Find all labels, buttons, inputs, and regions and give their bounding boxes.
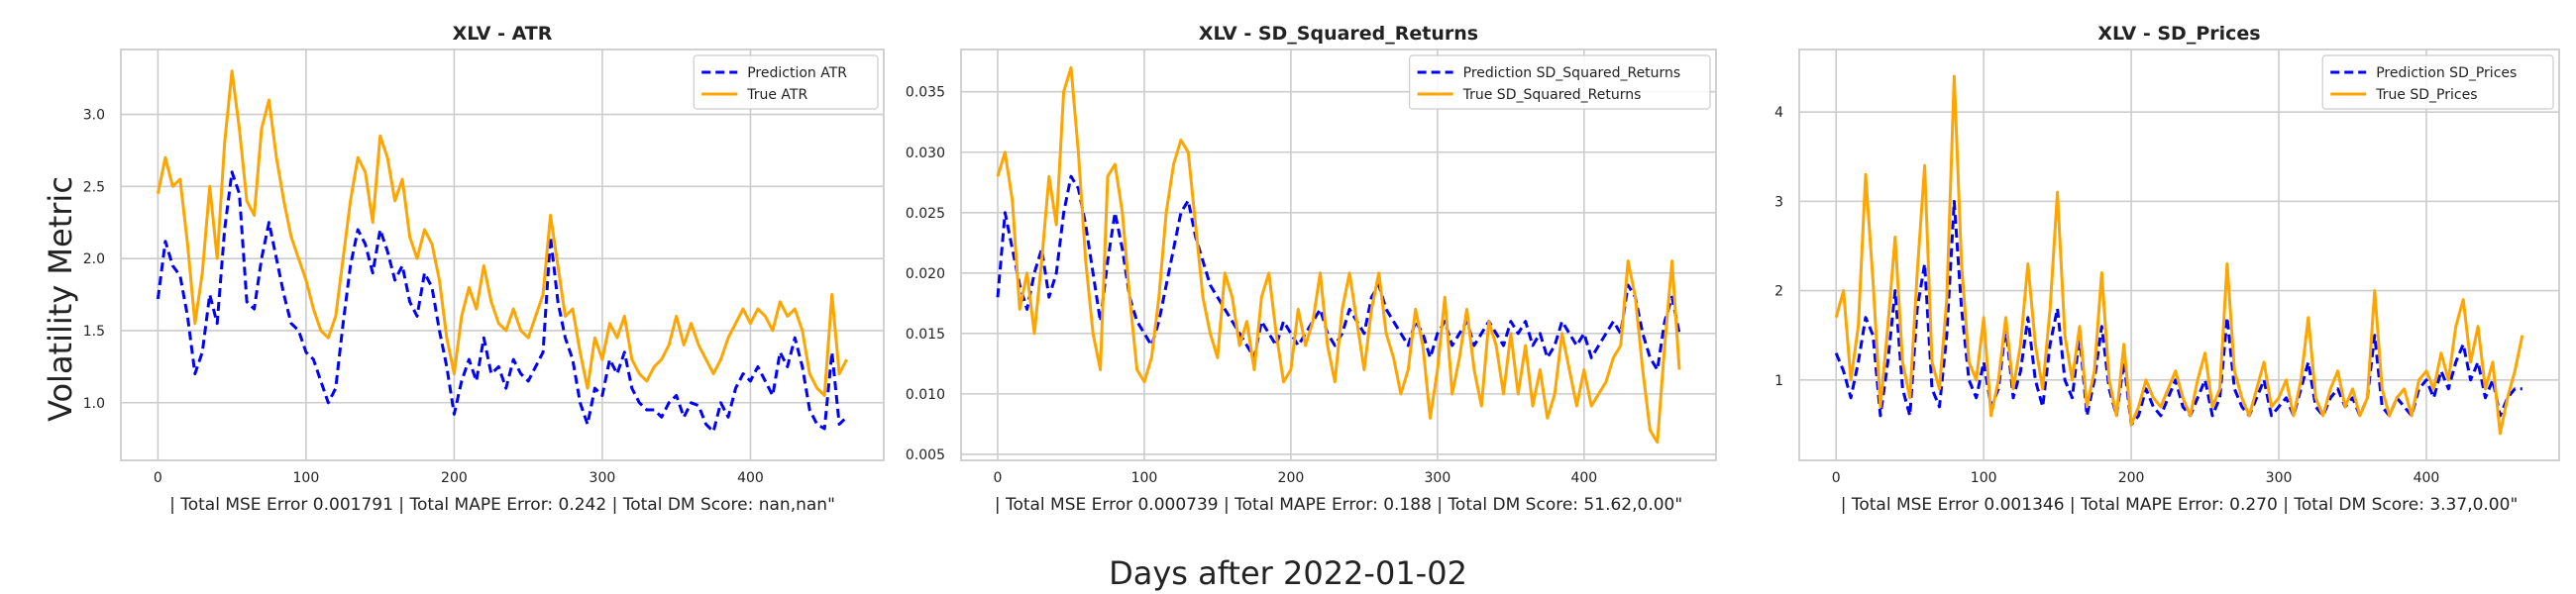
y-tick-label: 2 xyxy=(1774,284,1783,300)
x-tick-label: 300 xyxy=(1425,470,1451,486)
y-tick-label: 4 xyxy=(1774,105,1783,121)
axes-frame xyxy=(960,49,1717,461)
legend-box xyxy=(2321,54,2554,110)
true-series-line xyxy=(996,65,1681,445)
axes-frame xyxy=(1798,49,2560,461)
x-tick-label: 200 xyxy=(2118,470,2145,486)
plot-area xyxy=(961,50,1716,460)
series-group xyxy=(156,69,848,434)
chart-xlabel: | Total MSE Error 0.000739 | Total MAPE … xyxy=(995,495,1682,515)
legend: Prediction SD_Squared_Returns True SD_Squ… xyxy=(1409,54,1711,110)
legend-entry: Prediction SD_Squared_Returns xyxy=(1463,65,1681,81)
x-tick-label: 0 xyxy=(994,470,1003,486)
legend-entry: Prediction SD_Prices xyxy=(2376,65,2517,81)
axes-frame xyxy=(120,49,885,461)
chart-panel-3: 0 100 200 300 400 1 2 3 4 XLV - SD_Prices | Total … xyxy=(1774,23,2560,515)
x-tick-label: 200 xyxy=(1278,470,1305,486)
y-tick-label: 0.035 xyxy=(906,85,945,101)
legend-entry: Prediction ATR xyxy=(747,65,847,81)
figure-ylabel: Volatility Metric xyxy=(42,176,79,422)
legend: Prediction ATR True ATR xyxy=(693,54,879,110)
x-tick-label: 300 xyxy=(590,470,616,486)
y-tick-label: 1 xyxy=(1774,373,1783,389)
series-group xyxy=(996,65,1681,445)
x-tick-label: 400 xyxy=(1570,470,1597,486)
y-tick-label: 0.015 xyxy=(906,327,945,343)
y-tick-label: 0.005 xyxy=(906,447,945,463)
legend-entry: True SD_Prices xyxy=(2375,87,2477,103)
chart-title: XLV - SD_Squared_Returns xyxy=(1199,23,1478,45)
prediction-series-line xyxy=(156,170,848,434)
x-tick-label: 400 xyxy=(2414,470,2440,486)
series-group xyxy=(1834,74,2524,436)
chart-panel-2: 0 100 200 300 400 0.005 0.010 0.015 0.020 0.025 0.… xyxy=(906,23,1717,515)
legend-entry: True ATR xyxy=(746,87,807,103)
y-tick-label: 0.025 xyxy=(906,206,945,222)
chart-title: XLV - ATR xyxy=(453,23,553,45)
true-series-line xyxy=(1834,74,2524,436)
y-tick-label: 2.5 xyxy=(83,179,105,195)
plot-area xyxy=(121,50,884,460)
y-tick-label: 3.0 xyxy=(83,108,105,124)
x-tick-label: 400 xyxy=(737,470,764,486)
y-tick-label: 1.0 xyxy=(83,396,105,412)
x-tick-label: 300 xyxy=(2266,470,2293,486)
prediction-series-line xyxy=(1834,199,2522,427)
figure-xlabel: Days after 2022-01-02 xyxy=(1109,554,1467,592)
x-tick-label: 100 xyxy=(1131,470,1158,486)
y-tick-label: 0.010 xyxy=(906,387,945,403)
true-series-line xyxy=(156,69,848,397)
chart-title: XLV - SD_Prices xyxy=(2097,23,2260,45)
y-tick-label: 0.020 xyxy=(906,266,945,282)
legend-box xyxy=(1409,54,1711,110)
plot-area xyxy=(1799,50,2559,460)
legend: Prediction SD_Prices True SD_Prices xyxy=(2321,54,2554,110)
legend-box xyxy=(693,54,879,110)
chart-xlabel: | Total MSE Error 0.001791 | Total MAPE … xyxy=(169,495,835,515)
x-tick-label: 0 xyxy=(1832,470,1841,486)
y-tick-label: 2.0 xyxy=(83,251,105,267)
y-tick-label: 0.030 xyxy=(906,146,945,161)
legend-entry: True SD_Squared_Returns xyxy=(1462,87,1642,103)
x-tick-label: 200 xyxy=(441,470,468,486)
x-tick-label: 0 xyxy=(154,470,162,486)
y-tick-label: 1.5 xyxy=(83,324,105,340)
x-tick-label: 100 xyxy=(1971,470,1997,486)
x-tick-label: 100 xyxy=(293,470,320,486)
y-tick-label: 3 xyxy=(1774,194,1783,210)
chart-xlabel: | Total MSE Error 0.001346 | Total MAPE … xyxy=(1841,495,2519,515)
chart-panel-1: 0 100 200 300 400 1.0 1.5 2.0 2.5 3.0 XLV - ATR | T… xyxy=(83,23,885,515)
